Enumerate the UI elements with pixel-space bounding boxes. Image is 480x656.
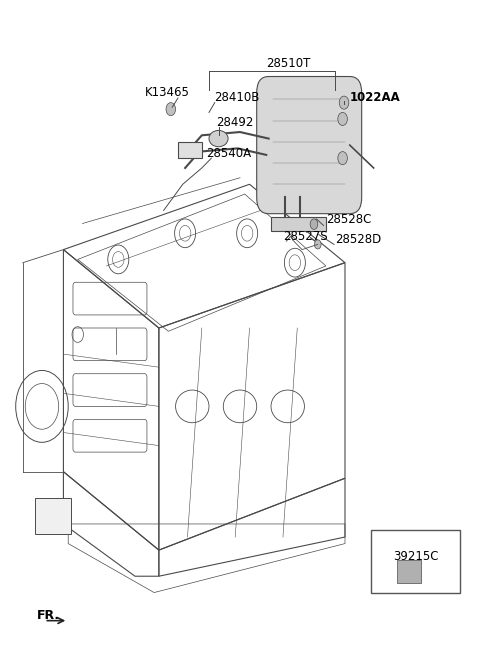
- Circle shape: [310, 219, 318, 230]
- FancyBboxPatch shape: [257, 77, 362, 214]
- Text: 28528D: 28528D: [336, 233, 382, 246]
- Polygon shape: [35, 498, 71, 534]
- Circle shape: [314, 240, 321, 249]
- Text: 1022AA: 1022AA: [350, 91, 400, 104]
- FancyBboxPatch shape: [397, 560, 421, 583]
- Text: 39215C: 39215C: [393, 550, 438, 563]
- Text: 28527S: 28527S: [283, 230, 327, 243]
- Polygon shape: [178, 142, 202, 158]
- Ellipse shape: [209, 131, 228, 147]
- Text: 28410B: 28410B: [214, 91, 259, 104]
- Circle shape: [166, 102, 176, 115]
- Circle shape: [338, 152, 348, 165]
- Polygon shape: [271, 217, 326, 232]
- Text: FR.: FR.: [37, 609, 60, 622]
- Text: K13465: K13465: [144, 86, 190, 99]
- Text: 28540A: 28540A: [206, 147, 252, 160]
- Text: 28528C: 28528C: [326, 213, 371, 226]
- Circle shape: [339, 96, 349, 109]
- Circle shape: [338, 112, 348, 125]
- Text: 28492: 28492: [216, 115, 253, 129]
- Text: 28510T: 28510T: [266, 56, 311, 70]
